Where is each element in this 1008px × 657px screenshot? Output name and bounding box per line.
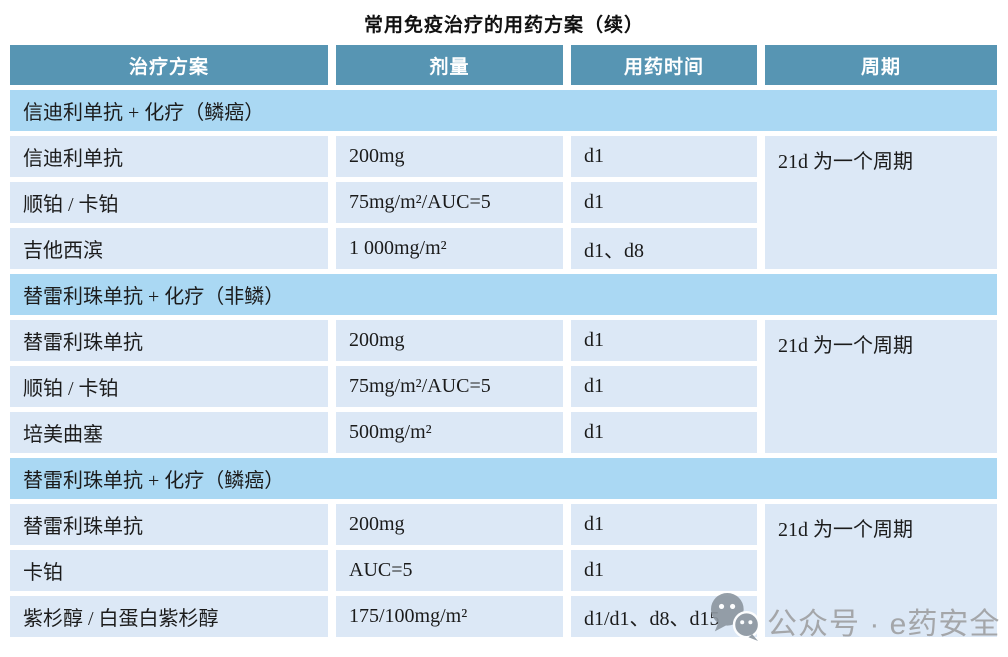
column-header-timing: 用药时间 [571, 45, 757, 85]
drug-name-cell: 吉他西滨 [10, 228, 328, 269]
cycle-cell: 21d 为一个周期 [765, 320, 997, 453]
drug-name-cell: 顺铂 / 卡铂 [10, 182, 328, 223]
watermark-text: 公众号 · e药安全 [767, 608, 1001, 641]
section-header-sintilimab-squamous: 信迪利单抗 + 化疗（鳞癌） [10, 90, 997, 131]
wechat-icon [708, 592, 762, 650]
dose-cell: 1 000mg/m² [336, 228, 563, 269]
timing-cell: d1 [571, 412, 757, 453]
section-header-tislelizumab-nonsquamous: 替雷利珠单抗 + 化疗（非鳞） [10, 274, 997, 315]
timing-cell: d1 [571, 320, 757, 361]
dose-cell: 200mg [336, 136, 563, 177]
dose-cell: 200mg [336, 504, 563, 545]
cycle-cell: 21d 为一个周期 [765, 136, 997, 269]
timing-cell: d1、d8 [571, 228, 757, 269]
drug-name-cell: 信迪利单抗 [10, 136, 328, 177]
drug-name-cell: 替雷利珠单抗 [10, 504, 328, 545]
timing-cell: d1 [571, 550, 757, 591]
column-header-dose: 剂量 [336, 45, 563, 85]
drug-name-cell: 替雷利珠单抗 [10, 320, 328, 361]
timing-cell: d1 [571, 366, 757, 407]
timing-cell: d1/d1、d8、d15 [571, 596, 757, 637]
dose-cell: AUC=5 [336, 550, 563, 591]
drug-name-cell: 卡铂 [10, 550, 328, 591]
column-header-cycle: 周期 [765, 45, 997, 85]
timing-cell: d1 [571, 504, 757, 545]
regimen-table: 治疗方案 剂量 用药时间 周期 信迪利单抗 + 化疗（鳞癌） 信迪利单抗 200… [10, 45, 998, 637]
timing-cell: d1 [571, 182, 757, 223]
dose-cell: 200mg [336, 320, 563, 361]
drug-name-cell: 紫杉醇 / 白蛋白紫杉醇 [10, 596, 328, 637]
column-header-regimen: 治疗方案 [10, 45, 328, 85]
watermark: 公众号 · e药安全 [708, 592, 1000, 650]
dose-cell: 75mg/m²/AUC=5 [336, 182, 563, 223]
drug-name-cell: 顺铂 / 卡铂 [10, 366, 328, 407]
dose-cell: 75mg/m²/AUC=5 [336, 366, 563, 407]
dose-cell: 175/100mg/m² [336, 596, 563, 637]
page-title: 常用免疫治疗的用药方案（续） [363, 15, 644, 36]
drug-name-cell: 培美曲塞 [10, 412, 328, 453]
timing-cell: d1 [571, 136, 757, 177]
section-header-tislelizumab-squamous: 替雷利珠单抗 + 化疗（鳞癌） [10, 458, 997, 499]
dose-cell: 500mg/m² [336, 412, 563, 453]
cycle-cell: 21d 为一个周期 [765, 504, 997, 637]
